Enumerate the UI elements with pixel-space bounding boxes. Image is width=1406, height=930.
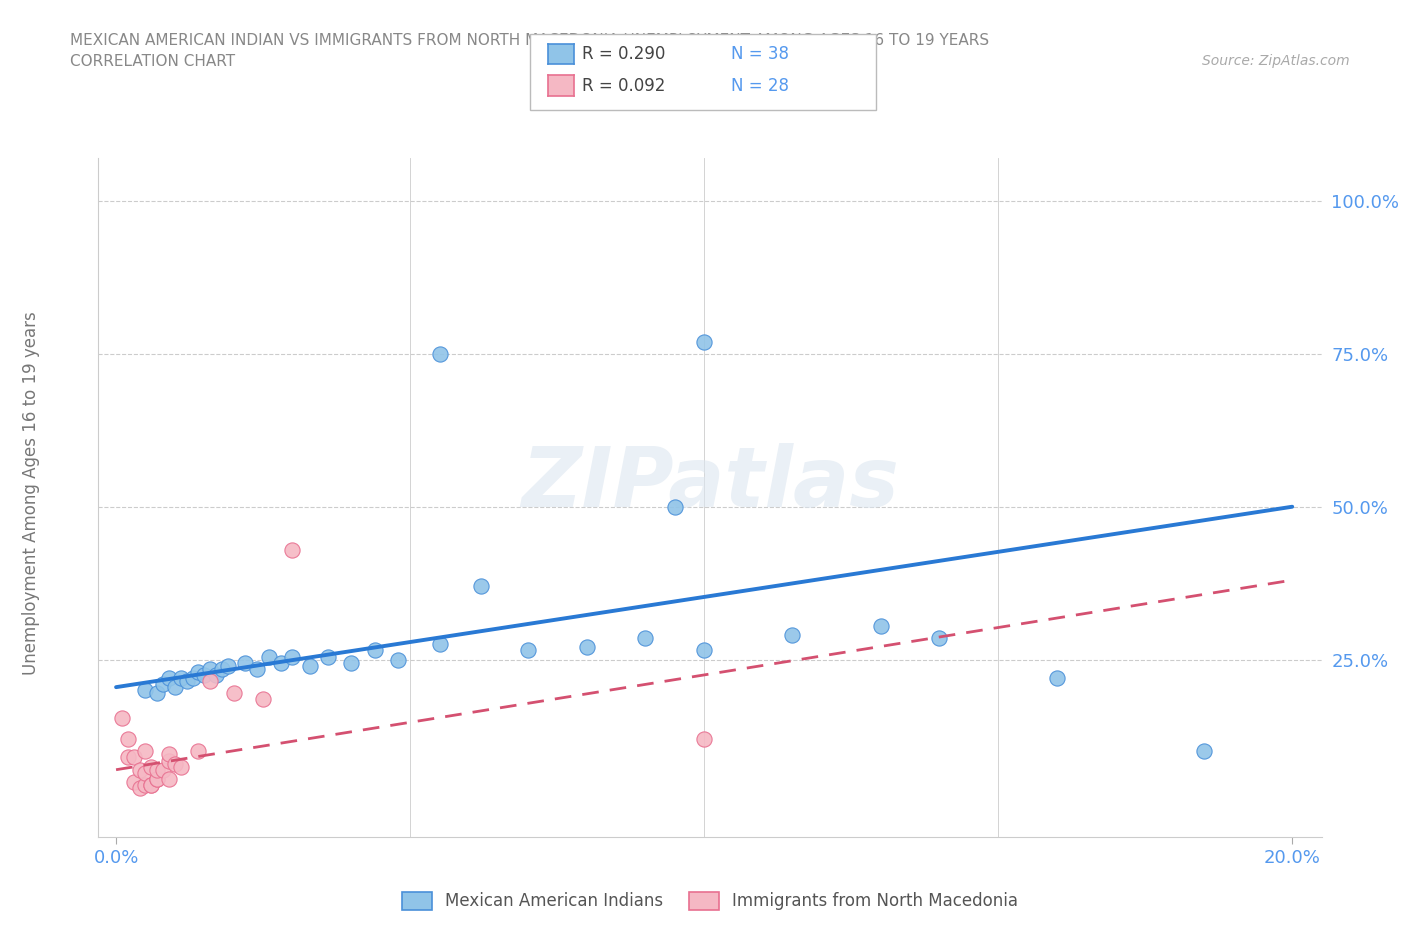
Point — [270, 656, 292, 671]
Point — [246, 661, 269, 676]
Point — [205, 668, 228, 683]
Point — [122, 751, 145, 765]
Point — [146, 772, 169, 787]
Point — [198, 673, 221, 688]
Text: N = 38: N = 38 — [731, 45, 789, 63]
Point — [122, 775, 145, 790]
Point — [217, 658, 239, 673]
Point — [575, 640, 598, 655]
Point — [163, 680, 186, 695]
Point — [152, 677, 174, 692]
Point — [387, 652, 409, 667]
Point — [693, 643, 716, 658]
Point — [193, 668, 215, 683]
Point — [141, 777, 163, 792]
Text: R = 0.290: R = 0.290 — [582, 45, 665, 63]
Point — [782, 628, 804, 643]
Point — [134, 777, 156, 792]
Text: R = 0.092: R = 0.092 — [582, 76, 665, 95]
Point — [134, 683, 156, 698]
Point — [364, 643, 387, 658]
Point — [176, 673, 198, 688]
Point — [146, 763, 169, 777]
Point — [152, 763, 174, 777]
Point — [211, 661, 233, 676]
Point — [429, 637, 451, 652]
Point — [1046, 671, 1069, 685]
Point — [134, 765, 156, 780]
Point — [470, 578, 492, 593]
Point — [170, 671, 193, 685]
Point — [141, 777, 163, 792]
Point — [198, 661, 221, 676]
Point — [141, 759, 163, 774]
Text: N = 28: N = 28 — [731, 76, 789, 95]
Point — [181, 671, 204, 685]
Point — [664, 499, 686, 514]
Point — [281, 542, 304, 557]
Point — [252, 692, 274, 707]
Point — [222, 685, 245, 700]
Point — [146, 772, 169, 787]
Point — [693, 334, 716, 349]
Text: Source: ZipAtlas.com: Source: ZipAtlas.com — [1202, 54, 1350, 68]
Point — [299, 658, 322, 673]
Legend: Mexican American Indians, Immigrants from North Macedonia: Mexican American Indians, Immigrants fro… — [395, 885, 1025, 917]
Point — [340, 656, 363, 671]
Text: Unemployment Among Ages 16 to 19 years: Unemployment Among Ages 16 to 19 years — [22, 311, 39, 675]
Point — [928, 631, 950, 645]
Point — [187, 664, 209, 679]
Point — [117, 751, 139, 765]
Point — [128, 780, 150, 795]
Point — [235, 656, 257, 671]
Point — [257, 649, 280, 664]
Point — [316, 649, 339, 664]
Text: ZIPatlas: ZIPatlas — [522, 444, 898, 525]
Point — [157, 753, 180, 768]
Point — [134, 744, 156, 759]
Point — [187, 744, 209, 759]
Point — [146, 685, 169, 700]
Point — [170, 759, 193, 774]
Point — [157, 747, 180, 762]
Point — [157, 772, 180, 787]
Point — [157, 671, 180, 685]
Point — [693, 732, 716, 747]
Point — [111, 711, 134, 725]
Text: CORRELATION CHART: CORRELATION CHART — [70, 54, 235, 69]
Text: MEXICAN AMERICAN INDIAN VS IMMIGRANTS FROM NORTH MACEDONIA UNEMPLOYMENT AMONG AG: MEXICAN AMERICAN INDIAN VS IMMIGRANTS FR… — [70, 33, 990, 47]
Point — [634, 631, 657, 645]
Point — [516, 643, 538, 658]
Point — [163, 756, 186, 771]
Point — [869, 618, 891, 633]
Point — [1192, 744, 1215, 759]
Point — [429, 346, 451, 361]
Point — [128, 763, 150, 777]
Point — [281, 649, 304, 664]
Point — [117, 732, 139, 747]
